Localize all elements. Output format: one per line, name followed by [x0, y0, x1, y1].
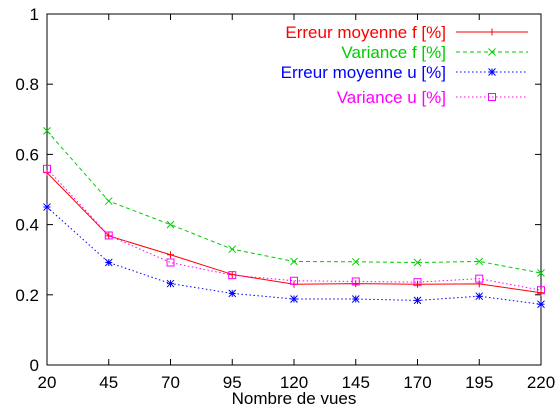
y-tick-label: 0.2: [15, 286, 39, 305]
legend-label: Variance u [%]: [337, 88, 446, 107]
data-point: [537, 269, 545, 277]
data-point: [475, 257, 484, 266]
series-3: [43, 203, 545, 309]
data-point: [537, 286, 545, 295]
data-point: [104, 231, 113, 240]
x-tick-label: 45: [99, 373, 118, 392]
data-point: [104, 197, 113, 205]
data-point: [414, 280, 421, 288]
legend-label: Erreur moyenne f [%]: [285, 23, 446, 42]
data-point: [537, 289, 545, 297]
y-tick-label: 1: [30, 5, 39, 24]
y-tick-label: 0.4: [15, 216, 39, 235]
data-point: [290, 257, 298, 266]
data-point: [43, 164, 51, 173]
x-tick-label: 195: [465, 373, 493, 392]
data-point: [351, 277, 360, 286]
data-point: [351, 257, 360, 266]
x-tick-label: 120: [280, 373, 308, 392]
legend-swatch-marker: [488, 68, 496, 76]
legend-swatch-marker: [488, 48, 496, 56]
data-point: [104, 258, 113, 267]
data-point: [475, 280, 483, 288]
series-line: [46, 130, 542, 274]
data-point: [475, 292, 484, 301]
data-point: [475, 274, 484, 283]
data-point: [166, 279, 175, 288]
y-tick-label: 0: [30, 356, 39, 375]
data-point: [43, 203, 51, 211]
data-point: [290, 295, 298, 303]
data-point: [228, 271, 237, 280]
data-point: [105, 232, 113, 240]
series-line: [46, 206, 542, 305]
data-point: [290, 276, 298, 285]
data-point: [228, 289, 237, 298]
x-tick-label: 70: [161, 373, 180, 392]
legend-label: Variance f [%]: [341, 43, 446, 62]
x-axis: 20 45 70 95 120 145 170 195 220: [38, 14, 555, 392]
y-axis: 0 0.2 0.4 0.6 0.8 1: [15, 5, 541, 375]
series-line: [46, 168, 542, 291]
x-tick-label: 20: [38, 373, 57, 392]
series-2: [43, 127, 545, 277]
y-tick-label: 0.6: [15, 145, 39, 164]
data-point: [413, 258, 422, 267]
series-4: [43, 164, 545, 295]
data-point: [43, 127, 51, 135]
data-point: [351, 295, 360, 303]
y-tick-label: 0.8: [15, 75, 39, 94]
series-line: [46, 172, 542, 294]
data-point: [413, 278, 422, 287]
series-layer: [43, 127, 545, 309]
x-tick-label: 145: [342, 373, 370, 392]
data-point: [166, 220, 175, 229]
legend: Erreur moyenne f [%]Variance f [%]Erreur…: [281, 23, 528, 107]
x-tick-label: 95: [223, 373, 242, 392]
data-point: [228, 245, 237, 254]
legend-label: Erreur moyenne u [%]: [281, 63, 446, 82]
data-point: [413, 296, 422, 305]
data-point: [537, 300, 545, 309]
legend-swatch-marker: [488, 28, 496, 36]
x-tick-label: 170: [403, 373, 431, 392]
data-point: [167, 251, 174, 259]
legend-swatch-marker: [488, 93, 496, 101]
data-point: [166, 258, 175, 267]
x-axis-label: Nombre de vues: [232, 389, 357, 408]
x-tick-label: 220: [527, 373, 555, 392]
